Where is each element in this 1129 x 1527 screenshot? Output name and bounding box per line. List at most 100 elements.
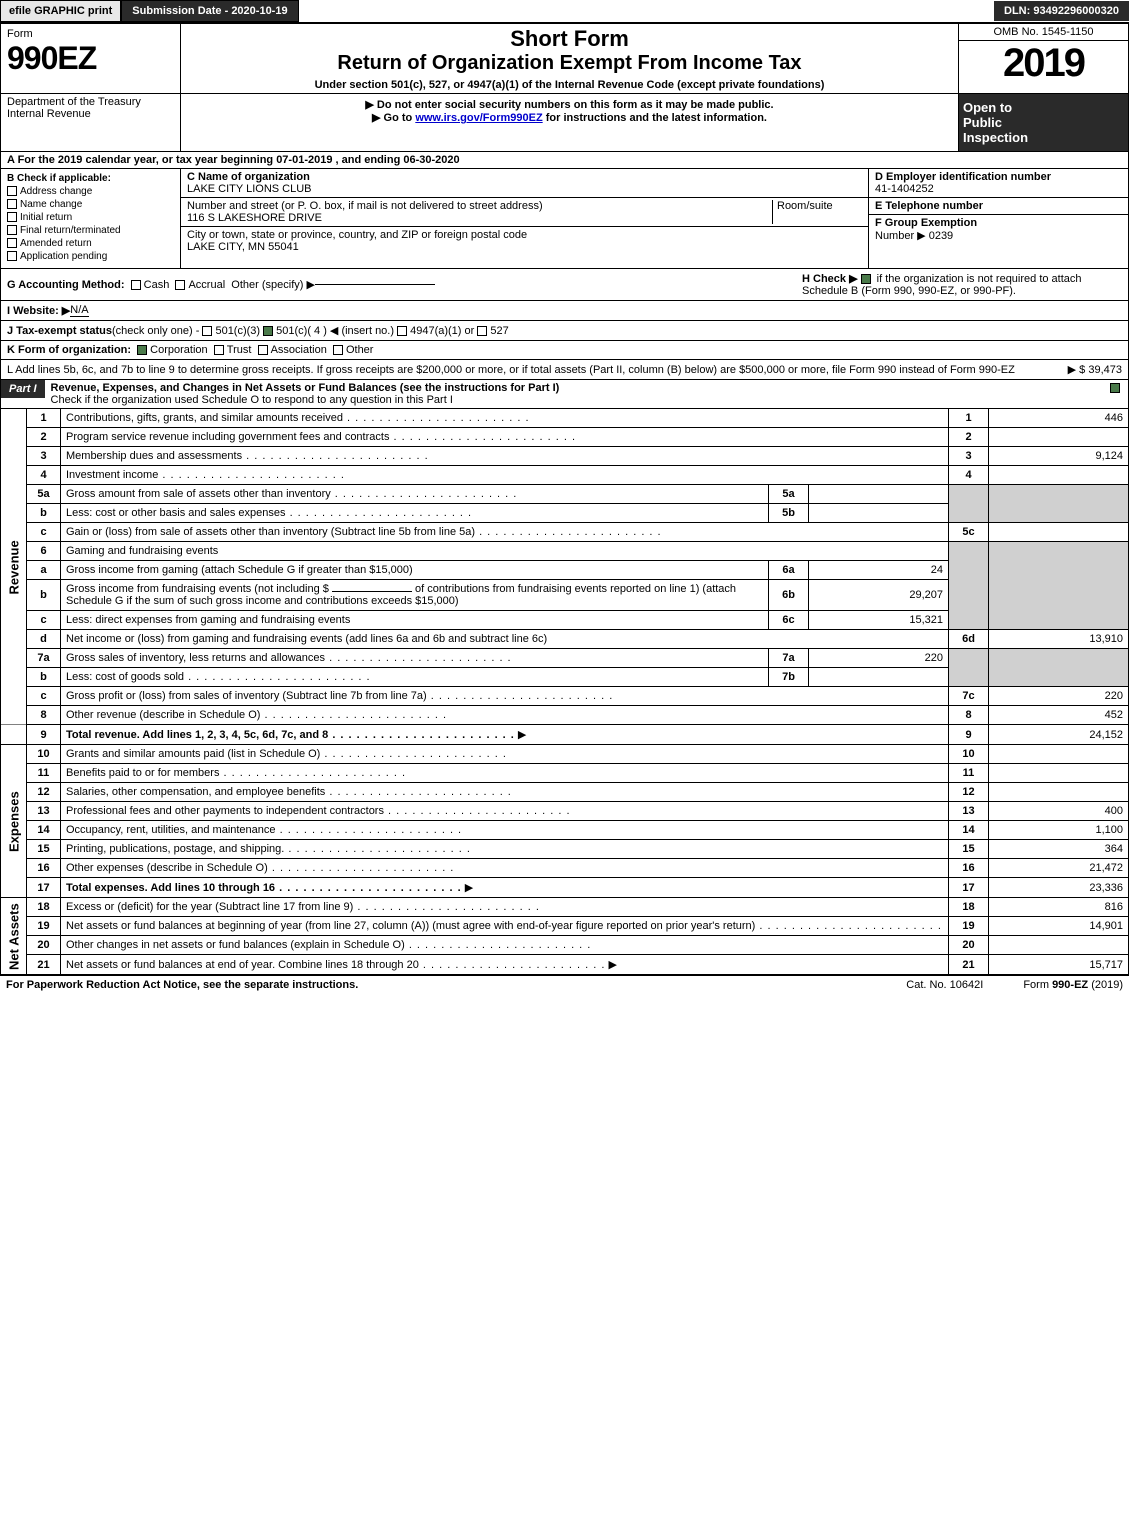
ln15-val: 364 [989,840,1129,859]
grey-6-val [989,542,1129,630]
ln5b-desc: Less: cost or other basis and sales expe… [66,507,472,519]
ln3-val: 9,124 [989,447,1129,466]
ln8-rnum: 8 [949,706,989,725]
ln6b-blank[interactable] [332,591,412,592]
ln14-rnum: 14 [949,821,989,840]
ln1-rnum: 1 [949,409,989,428]
ln12-val [989,783,1129,802]
ln8-desc: Other revenue (describe in Schedule O) [66,709,447,721]
ln5a-desc: Gross amount from sale of assets other t… [66,488,517,500]
chk-trust[interactable] [214,345,224,355]
ln5b-subval [809,504,949,523]
ln16-desc: Other expenses (describe in Schedule O) [66,862,454,874]
goto-prefix: ▶ Go to [372,112,415,124]
ln5b-subnum: 5b [769,504,809,523]
grey-5ab-val [989,485,1129,523]
chk-4947a1[interactable] [397,326,407,336]
ln6d-num: d [27,630,61,649]
col-d-e-f: D Employer identification number 41-1404… [868,169,1128,268]
page-footer: For Paperwork Reduction Act Notice, see … [0,975,1129,994]
l-amount: ▶ $ 39,473 [1068,363,1122,376]
ln10-desc: Grants and similar amounts paid (list in… [66,748,507,760]
grey-7ab-val [989,649,1129,687]
tax-exempt-tail: (check only one) - [112,325,199,337]
chk-corporation[interactable] [137,345,147,355]
street-value: 116 S LAKESHORE DRIVE [187,212,772,224]
under-section-text: Under section 501(c), 527, or 4947(a)(1)… [187,79,952,91]
omb-number: OMB No. 1545-1150 [959,24,1128,41]
ln6d-rnum: 6d [949,630,989,649]
col-b-title: B Check if applicable: [7,173,174,184]
ln11-desc: Benefits paid to or for members [66,767,406,779]
ln17-num: 17 [27,878,61,898]
ln14-desc: Occupancy, rent, utilities, and maintena… [66,824,462,836]
chk-name-change[interactable] [7,199,17,209]
chk-amended-return[interactable] [7,238,17,248]
lbl-application-pending: Application pending [20,251,107,262]
ln2-desc: Program service revenue including govern… [66,431,576,443]
ln21-num: 21 [27,955,61,975]
ln20-desc: Other changes in net assets or fund bala… [66,939,591,951]
org-name-label: C Name of organization [187,171,862,183]
ln19-num: 19 [27,917,61,936]
ln4-num: 4 [27,466,61,485]
chk-other-org[interactable] [333,345,343,355]
return-title: Return of Organization Exempt From Incom… [187,52,952,75]
part-i-header-row: Part I Revenue, Expenses, and Changes in… [0,380,1129,409]
group-exemption-label: F Group Exemption [875,217,977,229]
chk-501c3[interactable] [202,326,212,336]
chk-address-change[interactable] [7,186,17,196]
chk-initial-return[interactable] [7,212,17,222]
ln6d-val: 13,910 [989,630,1129,649]
ln14-val: 1,100 [989,821,1129,840]
ln13-rnum: 13 [949,802,989,821]
irs-link[interactable]: www.irs.gov/Form990EZ [415,112,542,124]
chk-application-pending[interactable] [7,251,17,261]
lbl-amended-return: Amended return [20,238,92,249]
ln9-num: 9 [27,725,61,745]
ln6b-d1: Gross income from fundraising events (no… [66,583,329,595]
col-c-org-info: C Name of organization LAKE CITY LIONS C… [181,169,868,268]
ln1-val: 446 [989,409,1129,428]
chk-final-return[interactable] [7,225,17,235]
chk-501c[interactable] [263,326,273,336]
ln20-val [989,936,1129,955]
ln7c-rnum: 7c [949,687,989,706]
row-k-form-org: K Form of organization: Corporation Trus… [0,341,1129,360]
chk-schedule-b-not-required[interactable] [861,274,871,284]
tax-exempt-label: J Tax-exempt status [7,325,112,337]
lbl-527: 527 [490,325,508,337]
ln7c-desc: Gross profit or (loss) from sales of inv… [66,690,613,702]
other-specify-input[interactable] [315,284,435,285]
ln6c-num: c [27,611,61,630]
ln7a-num: 7a [27,649,61,668]
ln6-num: 6 [27,542,61,561]
chk-accrual[interactable] [175,280,185,290]
ln21-rnum: 21 [949,955,989,975]
chk-association[interactable] [258,345,268,355]
ln10-num: 10 [27,745,61,764]
ln7b-num: b [27,668,61,687]
part-i-table: Revenue 1 Contributions, gifts, grants, … [0,409,1129,975]
chk-cash[interactable] [131,280,141,290]
chk-527[interactable] [477,326,487,336]
lbl-other-specify: Other (specify) ▶ [231,278,315,291]
ln6-desc: Gaming and fundraising events [61,542,949,561]
ln15-rnum: 15 [949,840,989,859]
section-a-tax-year: A For the 2019 calendar year, or tax yea… [0,152,1129,169]
row-j-tax-exempt: J Tax-exempt status (check only one) - 5… [0,321,1129,341]
group-number-label: Number ▶ [875,230,926,242]
ln7a-subval: 220 [809,649,949,668]
tel-label: E Telephone number [875,200,1122,212]
open-line2: Public [963,115,1124,130]
efile-print-button[interactable]: efile GRAPHIC print [0,0,121,22]
ln17-val: 23,336 [989,878,1129,898]
chk-schedule-o-part1[interactable] [1110,383,1120,393]
lbl-association: Association [271,344,327,356]
ln2-num: 2 [27,428,61,447]
ln1-desc: Contributions, gifts, grants, and simila… [66,412,530,424]
lbl-initial-return: Initial return [20,212,72,223]
ln1-num: 1 [27,409,61,428]
form-org-label: K Form of organization: [7,344,131,356]
ln9-rnum: 9 [949,725,989,745]
